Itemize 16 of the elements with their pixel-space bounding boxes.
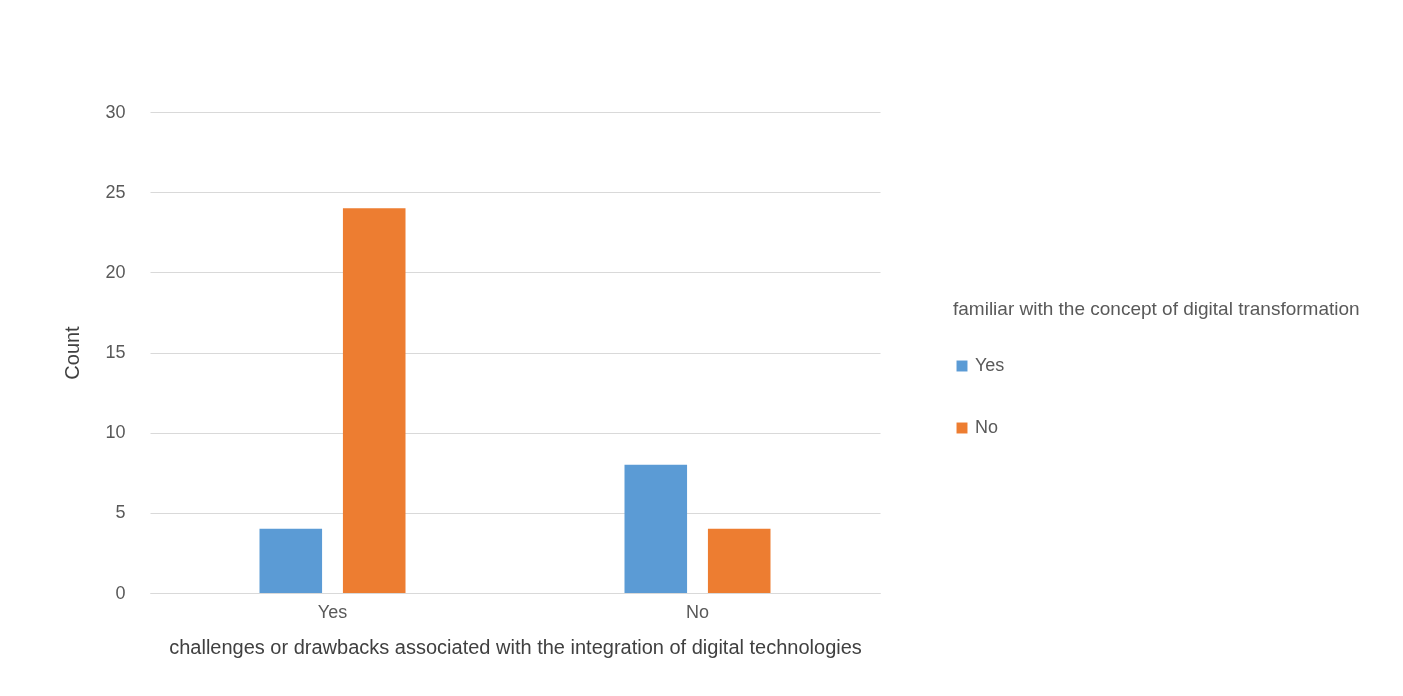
y-axis-title: Count <box>61 325 84 380</box>
y-tick-label: 25 <box>105 181 126 202</box>
bar <box>624 464 688 593</box>
y-tick-label: 15 <box>105 342 126 362</box>
legend-label: Yes <box>975 355 1005 375</box>
y-tick-label: 20 <box>105 261 126 282</box>
bar <box>259 528 323 593</box>
y-tick-label: 5 <box>115 502 126 523</box>
y-tick-label: 30 <box>105 101 126 122</box>
bar <box>342 208 406 593</box>
legend-label: No <box>975 417 999 437</box>
x-axis-title: challenges or drawbacks associated with the integration of digital technologies <box>169 635 862 658</box>
y-tick-label: 0 <box>115 582 126 603</box>
y-tick-label: 10 <box>105 422 126 443</box>
legend-title: familiar with the concept of digital transformation <box>953 298 1360 319</box>
bar <box>707 528 771 593</box>
